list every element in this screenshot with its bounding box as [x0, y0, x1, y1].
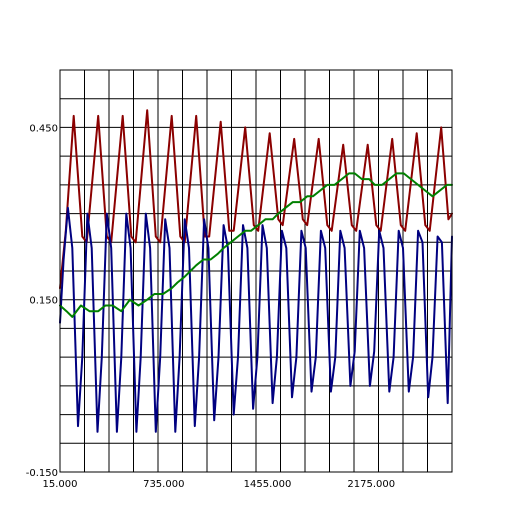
y-axis-tick-labels: -0.150 0.150 0.450: [26, 123, 58, 479]
plot-area-border: [59, 69, 453, 473]
series-line-3: [59, 172, 453, 318]
x-tick-label: 735.000: [143, 479, 184, 490]
y-tick-label: 0.450: [29, 123, 58, 134]
x-tick-label: 1455.000: [244, 479, 292, 490]
y-tick-label: 0.150: [29, 296, 58, 307]
series-layer: [59, 109, 453, 433]
x-tick-label: 15.000: [43, 479, 78, 490]
series-line-2: [59, 206, 453, 433]
x-axis-tick-labels: 15.000 735.000 1455.000 2175.000: [43, 479, 396, 490]
y-tick-label: -0.150: [26, 468, 58, 479]
x-tick-label: 2175.000: [347, 479, 395, 490]
